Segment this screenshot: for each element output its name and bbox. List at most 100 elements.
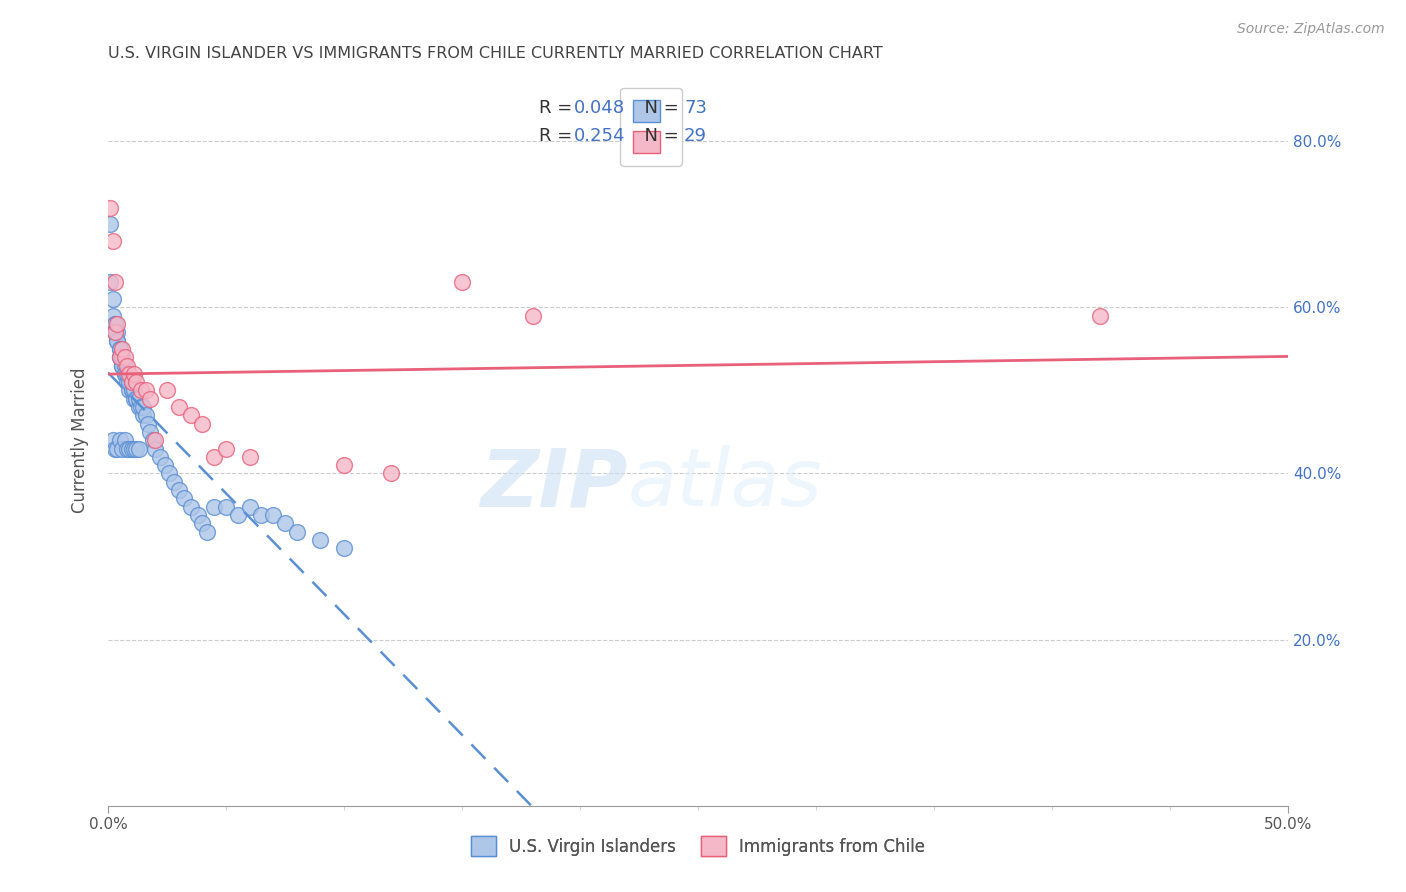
Point bbox=[191, 417, 214, 431]
Point bbox=[107, 334, 129, 348]
Point bbox=[98, 218, 121, 232]
Point bbox=[121, 375, 143, 389]
Point bbox=[111, 342, 134, 356]
Point bbox=[451, 276, 474, 290]
Point bbox=[143, 434, 166, 448]
Point bbox=[104, 276, 127, 290]
Point bbox=[111, 359, 134, 373]
Point bbox=[101, 434, 124, 448]
Point bbox=[153, 458, 176, 472]
Point bbox=[1088, 309, 1111, 323]
Point bbox=[98, 276, 121, 290]
Point bbox=[215, 500, 238, 514]
Point bbox=[226, 508, 249, 522]
Point bbox=[285, 524, 308, 539]
Text: Source: ZipAtlas.com: Source: ZipAtlas.com bbox=[1237, 22, 1385, 37]
Point bbox=[101, 292, 124, 306]
Point bbox=[114, 359, 136, 373]
Point bbox=[333, 458, 356, 472]
Point bbox=[143, 442, 166, 456]
Point bbox=[101, 234, 124, 248]
Point bbox=[139, 425, 162, 439]
Point bbox=[522, 309, 544, 323]
Point bbox=[309, 533, 332, 547]
Point bbox=[114, 350, 136, 364]
Point bbox=[135, 409, 157, 423]
Point bbox=[380, 467, 402, 481]
Point bbox=[122, 384, 145, 398]
Point bbox=[115, 359, 138, 373]
Point bbox=[122, 392, 145, 406]
Point bbox=[111, 442, 134, 456]
Point bbox=[104, 317, 127, 331]
Point bbox=[114, 367, 136, 381]
Text: R =: R = bbox=[538, 99, 578, 117]
Point bbox=[262, 508, 284, 522]
Point bbox=[202, 500, 225, 514]
Text: 73: 73 bbox=[685, 99, 707, 117]
Point bbox=[156, 384, 179, 398]
Point bbox=[108, 342, 131, 356]
Point bbox=[125, 442, 148, 456]
Point bbox=[125, 375, 148, 389]
Text: 29: 29 bbox=[685, 128, 707, 145]
Point bbox=[139, 392, 162, 406]
Point bbox=[108, 350, 131, 364]
Point bbox=[125, 392, 148, 406]
Point bbox=[115, 375, 138, 389]
Point bbox=[108, 434, 131, 448]
Point bbox=[167, 483, 190, 497]
Point bbox=[136, 417, 159, 431]
Point bbox=[132, 400, 155, 414]
Point bbox=[274, 516, 297, 531]
Point bbox=[167, 400, 190, 414]
Legend: U.S. Virgin Islanders, Immigrants from Chile: U.S. Virgin Islanders, Immigrants from C… bbox=[464, 830, 932, 863]
Point bbox=[129, 400, 152, 414]
Point bbox=[142, 434, 165, 448]
Point bbox=[121, 384, 143, 398]
Text: N =: N = bbox=[633, 99, 685, 117]
Point bbox=[118, 442, 141, 456]
Text: ZIP: ZIP bbox=[479, 445, 627, 523]
Point bbox=[132, 409, 155, 423]
Point bbox=[122, 367, 145, 381]
Point bbox=[108, 342, 131, 356]
Point bbox=[98, 201, 121, 215]
Point bbox=[104, 326, 127, 340]
Point bbox=[125, 392, 148, 406]
Point bbox=[121, 442, 143, 456]
Text: atlas: atlas bbox=[627, 445, 823, 523]
Point bbox=[121, 375, 143, 389]
Point bbox=[180, 409, 202, 423]
Point bbox=[173, 491, 195, 506]
Point bbox=[128, 442, 150, 456]
Point bbox=[107, 326, 129, 340]
Y-axis label: Currently Married: Currently Married bbox=[72, 368, 89, 513]
Point bbox=[111, 359, 134, 373]
Point bbox=[239, 500, 262, 514]
Text: N =: N = bbox=[633, 128, 685, 145]
Point bbox=[111, 350, 134, 364]
Point bbox=[101, 309, 124, 323]
Point bbox=[114, 434, 136, 448]
Text: U.S. VIRGIN ISLANDER VS IMMIGRANTS FROM CHILE CURRENTLY MARRIED CORRELATION CHAR: U.S. VIRGIN ISLANDER VS IMMIGRANTS FROM … bbox=[108, 46, 883, 62]
Point bbox=[202, 450, 225, 464]
Point bbox=[118, 384, 141, 398]
Point bbox=[149, 450, 172, 464]
Point bbox=[115, 367, 138, 381]
Point bbox=[250, 508, 273, 522]
Point bbox=[121, 384, 143, 398]
Point bbox=[118, 375, 141, 389]
Point bbox=[129, 384, 152, 398]
Point bbox=[195, 524, 218, 539]
Point bbox=[239, 450, 262, 464]
Point bbox=[128, 400, 150, 414]
Point bbox=[157, 467, 180, 481]
Point bbox=[118, 367, 141, 381]
Text: R =: R = bbox=[538, 128, 578, 145]
Point bbox=[191, 516, 214, 531]
Point bbox=[104, 326, 127, 340]
Point bbox=[128, 392, 150, 406]
Point bbox=[108, 350, 131, 364]
Point bbox=[104, 317, 127, 331]
